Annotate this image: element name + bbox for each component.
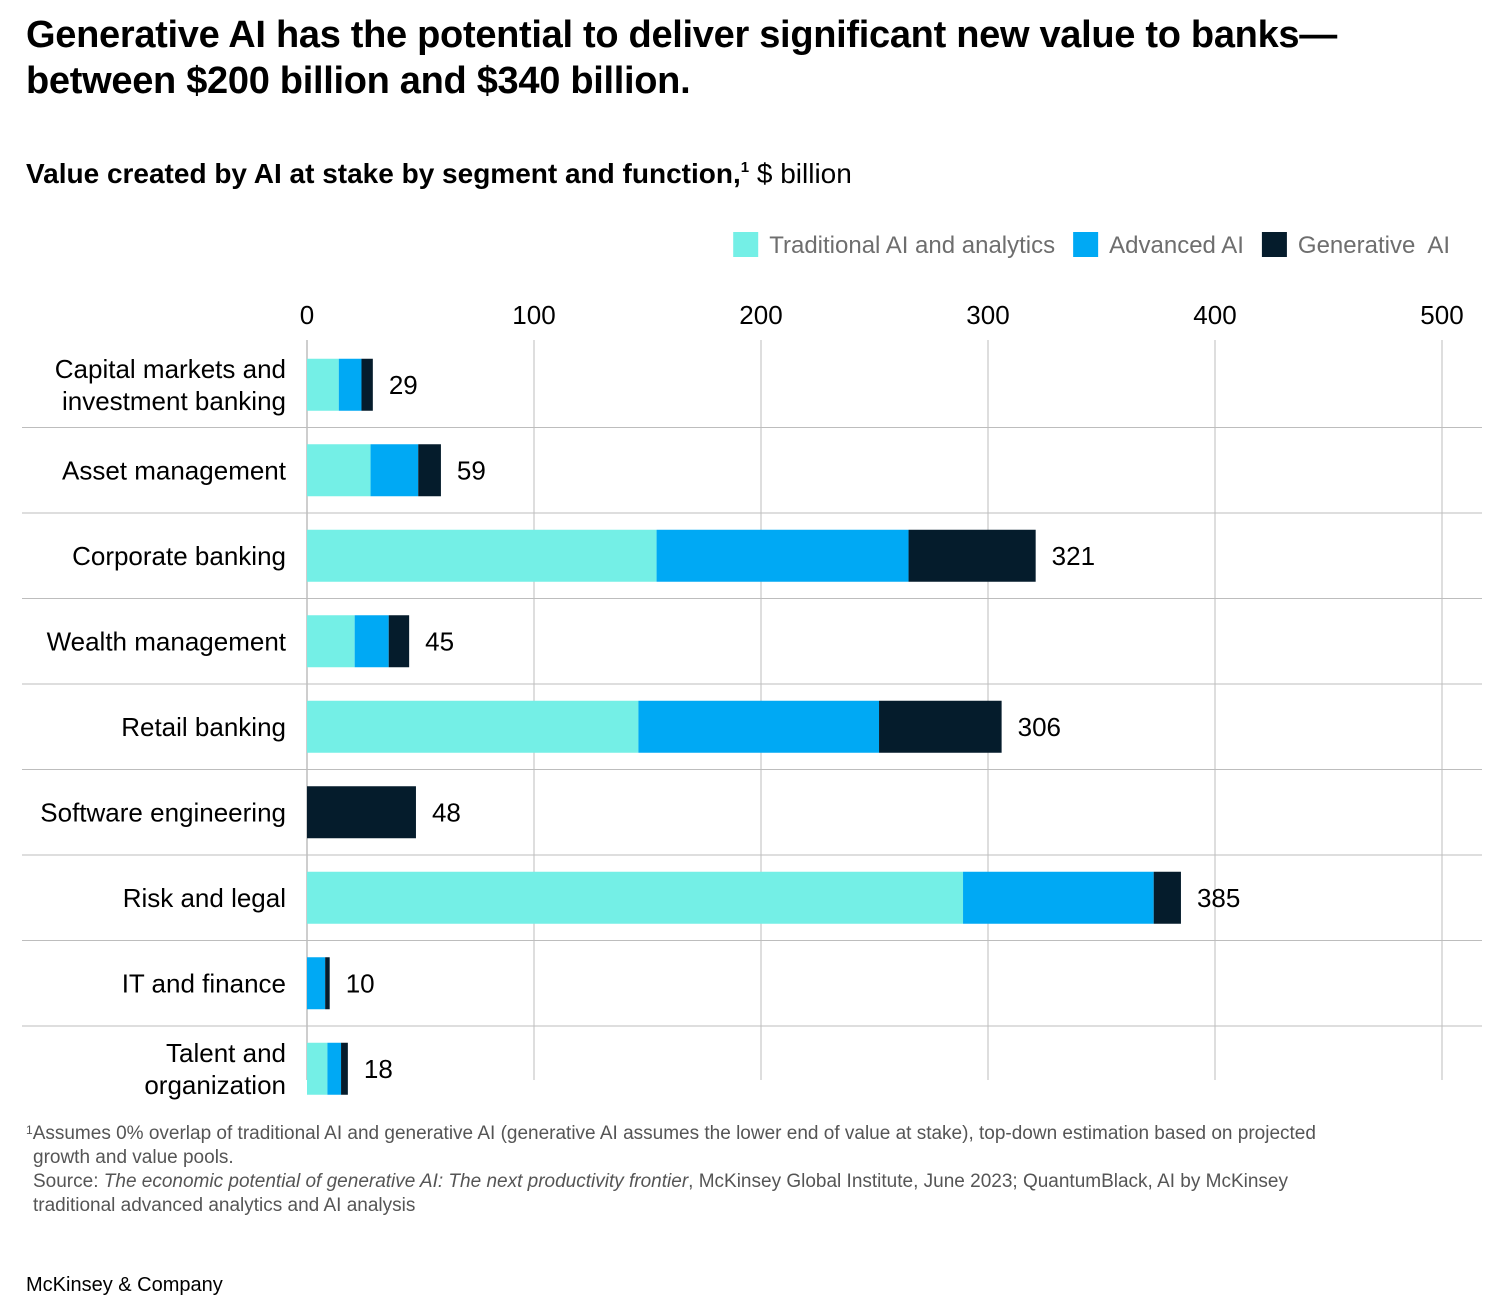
total-label: 48: [432, 797, 461, 827]
category-label: Corporate banking: [72, 541, 286, 571]
bar-segment-advanced-ai: [638, 700, 880, 753]
source-line: Source: The economic potential of genera…: [26, 1170, 1466, 1194]
bar-segment-advanced-ai: [656, 529, 909, 582]
bar-segment-generative-ai: [325, 957, 330, 1010]
subtitle-unit: $ billion: [749, 158, 852, 189]
bar-segment-traditional-ai-and-analytics: [307, 615, 355, 668]
chart-rows: Capital markets and investment banking 29 A…: [22, 354, 1482, 1100]
bar-segment-traditional-ai-and-analytics: [307, 871, 964, 924]
chart-subtitle: Value created by AI at stake by segment …: [26, 156, 852, 192]
legend-swatch-traditional-ai-and-analytics: [733, 232, 759, 257]
category-label: Risk and legal: [123, 883, 286, 913]
row-asset-management: Asset management 59: [22, 444, 1482, 514]
legend-label-advanced-ai: Advanced AI: [1109, 232, 1244, 259]
bar-segment-advanced-ai: [963, 871, 1154, 924]
source-title: The economic potential of generative AI:…: [103, 1171, 689, 1192]
bar-segment-traditional-ai-and-analytics: [307, 1042, 328, 1095]
bar-segment-generative-ai: [307, 786, 416, 839]
row-corporate-banking: Corporate banking 321: [22, 529, 1482, 599]
total-label: 29: [389, 370, 418, 400]
bar-segment-traditional-ai-and-analytics: [307, 529, 657, 582]
total-label: 59: [457, 455, 486, 485]
bar-segment-generative-ai: [388, 615, 410, 668]
legend-item-traditional-ai-and-analytics: Traditional AI and analytics: [733, 232, 1055, 259]
bar-segment-traditional-ai-and-analytics: [307, 358, 339, 411]
bar-segment-generative-ai: [341, 1042, 348, 1095]
category-label: Software engineering: [40, 797, 286, 827]
brand-logo-text: McKinsey & Company: [26, 1274, 223, 1296]
bar-segment-generative-ai: [361, 358, 373, 411]
total-label: 306: [1018, 712, 1061, 742]
legend-label-generative-ai: Generative AI: [1298, 232, 1450, 259]
category-label: Capital markets and investment banking: [55, 354, 286, 416]
x-axis: 0 100 200 300 400 500: [300, 300, 1464, 330]
total-label: 45: [425, 626, 454, 656]
total-label: 18: [364, 1054, 393, 1084]
bar-segment-advanced-ai: [354, 615, 389, 668]
footnote-text-2: growth and value pools.: [33, 1147, 234, 1168]
category-label: Asset management: [62, 455, 287, 485]
chart-legend: Traditional AI and analytics Advanced AI G…: [733, 232, 1450, 259]
headline: Generative AI has the potential to deliv…: [26, 14, 1337, 102]
subtitle-footnote-marker: 1: [740, 159, 750, 176]
total-label: 385: [1197, 883, 1240, 913]
bar-segment-generative-ai: [908, 529, 1036, 582]
source-line-cont: traditional advanced analytics and AI an…: [26, 1194, 1466, 1218]
bar-segment-generative-ai: [1153, 871, 1181, 924]
row-wealth-management: Wealth management 45: [22, 615, 1482, 685]
total-label: 10: [346, 968, 375, 998]
source-label: Source:: [33, 1171, 104, 1192]
footnotes: 1Assumes 0% overlap of traditional AI an…: [26, 1122, 1466, 1218]
row-retail-banking: Retail banking 306: [22, 700, 1482, 770]
legend-item-advanced-ai: Advanced AI: [1073, 232, 1244, 259]
x-tick-label-400: 400: [1193, 300, 1236, 330]
bar-segment-traditional-ai-and-analytics: [307, 444, 371, 497]
stacked-bar-chart: Traditional AI and analytics Advanced AI G…: [22, 232, 1482, 1100]
legend-label-traditional-ai-and-analytics: Traditional AI and analytics: [769, 232, 1055, 259]
row-capital-markets-and-investment-banking: Capital markets and investment banking 29: [22, 354, 1482, 428]
total-label: 321: [1052, 541, 1095, 571]
bar-segment-advanced-ai: [307, 957, 326, 1010]
bar-segment-traditional-ai-and-analytics: [307, 700, 639, 753]
x-tick-label-100: 100: [512, 300, 555, 330]
x-tick-label-0: 0: [300, 300, 314, 330]
row-risk-and-legal: Risk and legal 385: [22, 871, 1482, 941]
legend-swatch-advanced-ai: [1073, 232, 1099, 257]
bar-segment-advanced-ai: [370, 444, 419, 497]
category-label: Talent and organization: [144, 1038, 286, 1100]
x-tick-label-500: 500: [1420, 300, 1463, 330]
source-rest-1: , McKinsey Global Institute, June 2023; …: [688, 1171, 1289, 1192]
footnote-1-cont: growth and value pools.: [26, 1146, 1466, 1170]
source-rest-2: traditional advanced analytics and AI an…: [33, 1195, 416, 1216]
category-label: Retail banking: [121, 712, 286, 742]
legend-item-generative-ai: Generative AI: [1261, 232, 1450, 259]
subtitle-main: Value created by AI at stake by segment …: [26, 158, 741, 189]
row-software-engineering: Software engineering 48: [22, 786, 1482, 856]
category-label: Wealth management: [47, 626, 287, 656]
legend-swatch-generative-ai: [1261, 232, 1287, 257]
bar-segment-advanced-ai: [327, 1042, 342, 1095]
x-tick-label-200: 200: [739, 300, 782, 330]
bar-segment-generative-ai: [879, 700, 1002, 753]
bar-segment-generative-ai: [418, 444, 441, 497]
footnote-marker: 1: [26, 1123, 33, 1137]
row-talent-and-organization: Talent and organization 18: [144, 1038, 392, 1100]
category-label: IT and finance: [122, 968, 286, 998]
bar-segment-advanced-ai: [338, 358, 362, 411]
footnote-text-1: Assumes 0% overlap of traditional AI and…: [32, 1123, 1316, 1144]
x-tick-label-300: 300: [966, 300, 1009, 330]
row-it-and-finance: IT and finance 10: [22, 957, 1482, 1027]
footnote-1: 1Assumes 0% overlap of traditional AI an…: [26, 1122, 1466, 1146]
